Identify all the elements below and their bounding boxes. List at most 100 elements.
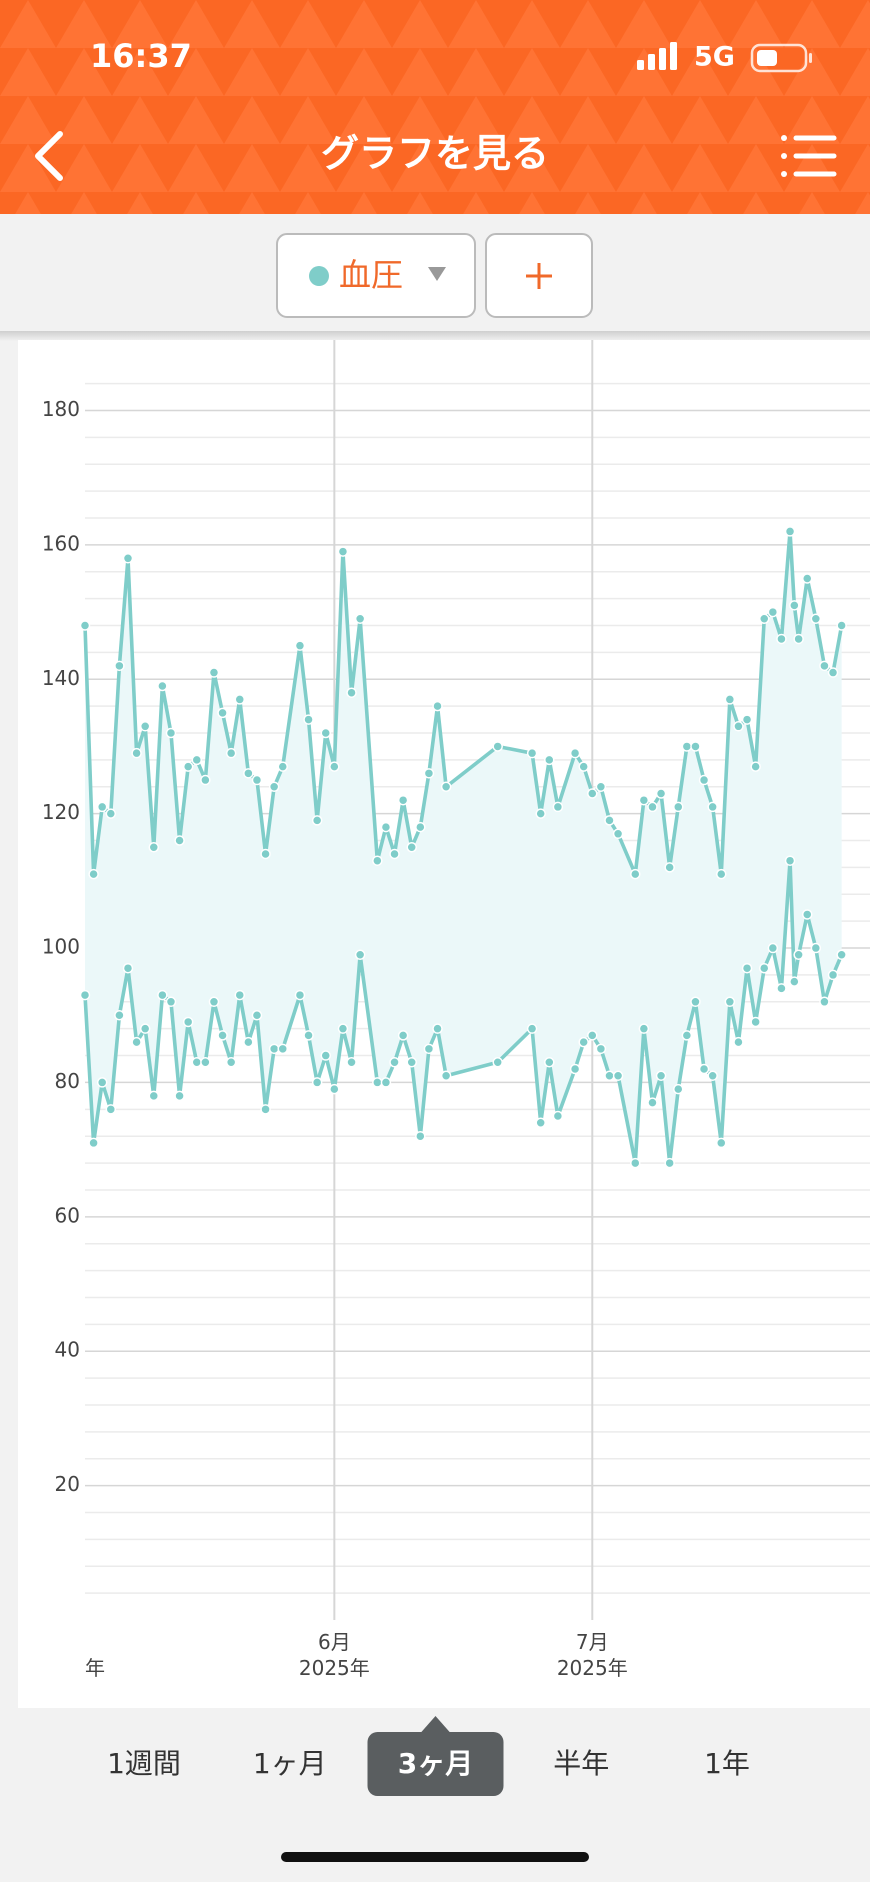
data-point [225, 1057, 237, 1068]
selector-box[interactable] [276, 233, 476, 318]
data-point [827, 667, 839, 678]
x-axis-labels: 年 6月 2025年 7月 2025年 [85, 1630, 628, 1680]
data-point [836, 949, 847, 961]
y-tick-label: 20 [55, 1472, 80, 1496]
data-point [789, 600, 800, 611]
range-area [85, 531, 842, 1164]
data-point [526, 1023, 538, 1034]
tab-pointer [420, 1716, 451, 1733]
data-point [630, 868, 641, 880]
period-tab[interactable]: 1年 [704, 1747, 750, 1780]
data-point [423, 768, 435, 779]
data-point [191, 1057, 203, 1068]
data-point [535, 1117, 546, 1129]
data-point [320, 1050, 331, 1061]
data-point [793, 633, 804, 645]
data-point [251, 774, 263, 786]
data-point [819, 660, 830, 672]
data-point [784, 855, 796, 866]
data-point [260, 848, 271, 860]
data-point [131, 1036, 142, 1048]
data-point [79, 989, 91, 1001]
data-point [681, 741, 693, 752]
data-point [225, 747, 237, 759]
data-point [526, 747, 538, 759]
data-point [114, 660, 125, 672]
data-point [604, 815, 615, 826]
selector-dot [309, 266, 329, 286]
data-point [492, 1057, 503, 1068]
data-point [569, 1063, 581, 1075]
data-point [217, 707, 228, 719]
data-point [208, 667, 220, 678]
data-point [698, 774, 710, 786]
data-point [380, 821, 392, 833]
data-point [836, 620, 847, 631]
data-point [741, 962, 753, 974]
period-tab[interactable]: 1週間 [107, 1747, 181, 1780]
data-point [776, 633, 787, 645]
header: 16:37 5G グラフを見る [0, 0, 870, 214]
data-point [243, 768, 254, 779]
data-point [277, 761, 289, 772]
data-point [716, 868, 727, 880]
data-point [415, 821, 426, 833]
data-point [406, 842, 417, 853]
data-point [630, 1157, 641, 1169]
period-tab[interactable]: 1ヶ月 [253, 1747, 327, 1780]
data-point [148, 1090, 160, 1102]
data-point [587, 1030, 598, 1041]
add-button[interactable] [485, 233, 593, 318]
data-point [716, 1137, 727, 1149]
data-point [182, 1016, 194, 1028]
data-point [578, 1036, 589, 1048]
data-point [415, 1130, 426, 1142]
data-point [758, 613, 770, 625]
data-point [595, 1043, 607, 1055]
data-point [131, 747, 142, 759]
chart: 20 40 60 80 100 120 140 160 180 年 6月 2025年 7月 2025年 [42, 340, 870, 1680]
back-button[interactable] [35, 131, 63, 181]
metric-selector[interactable]: 血圧 [276, 233, 476, 318]
data-point [741, 714, 753, 725]
data-point [174, 1090, 185, 1102]
data-point [337, 546, 349, 557]
data-point [174, 835, 185, 846]
data-point [595, 781, 607, 793]
y-tick-label: 60 [55, 1203, 80, 1227]
data-point [372, 855, 383, 866]
data-point [337, 1023, 349, 1034]
data-point [320, 727, 331, 739]
y-tick-label: 100 [42, 935, 80, 959]
data-point [208, 996, 220, 1008]
data-point [544, 1057, 555, 1068]
x-tick-label: 6月 2025年 [299, 1630, 370, 1680]
data-point [544, 754, 555, 766]
data-point [243, 1036, 254, 1048]
data-point [346, 1057, 357, 1068]
tab-highlight[interactable] [367, 1732, 504, 1796]
data-point [535, 808, 546, 819]
data-point [294, 640, 306, 651]
data-point [801, 573, 813, 584]
data-point [234, 989, 246, 1001]
period-tab[interactable]: 半年 [553, 1747, 609, 1780]
data-point [139, 721, 151, 732]
data-point [698, 1063, 710, 1075]
data-point [612, 828, 624, 840]
y-tick-label: 120 [42, 800, 80, 824]
data-point [105, 808, 117, 819]
data-point [157, 680, 168, 692]
data-point [260, 1104, 271, 1115]
data-point [165, 996, 177, 1008]
data-point [707, 801, 718, 813]
data-point [114, 1009, 125, 1021]
status-network: 5G [694, 42, 735, 73]
data-point [96, 801, 108, 813]
data-point [277, 1043, 289, 1055]
data-point [569, 747, 581, 759]
period-tab[interactable]: 3ヶ月 [398, 1747, 473, 1780]
menu-button[interactable] [781, 135, 837, 177]
data-point [440, 781, 452, 793]
data-point [587, 788, 598, 799]
